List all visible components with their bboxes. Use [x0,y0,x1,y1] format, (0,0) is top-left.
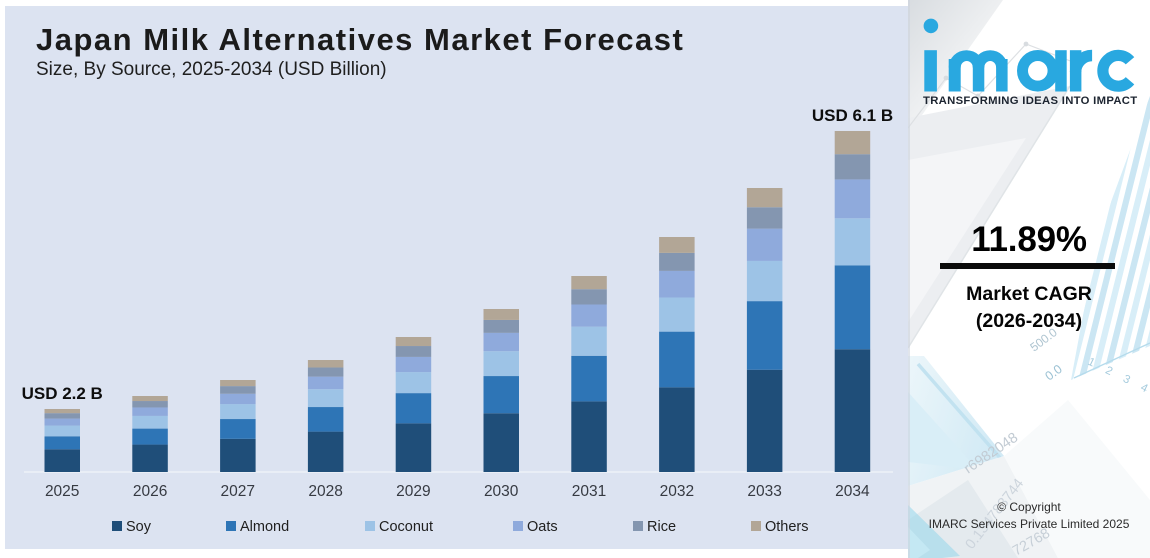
svg-text:0.0: 0.0 [1043,362,1065,384]
svg-text:1 2 3 4: 1 2 3 4 [1086,356,1150,398]
